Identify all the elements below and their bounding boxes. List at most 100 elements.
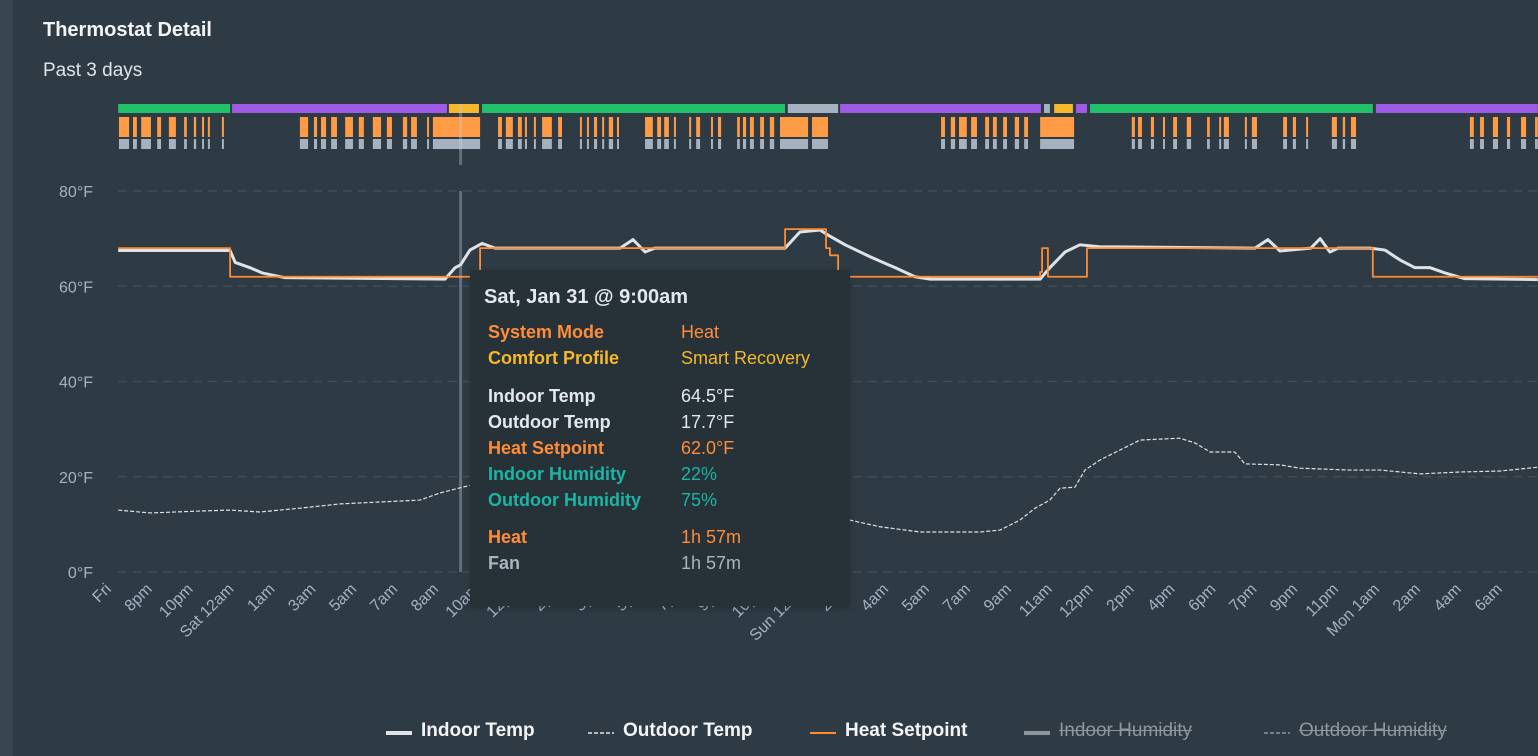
x-tick-label: 4pm [1145, 581, 1179, 615]
tooltip-label: Outdoor Humidity [488, 490, 641, 510]
fan-runtime-bar [1492, 139, 1498, 149]
fan-runtime-bar [950, 139, 956, 149]
tooltip-value: 1h 57m [681, 527, 742, 547]
series-line-outdoor-temp [118, 437, 1538, 533]
x-tick-label: 9pm [1267, 581, 1301, 615]
tooltip-label: Fan [488, 553, 521, 573]
fan-runtime-bar [941, 139, 945, 149]
fan-runtime-bar [558, 139, 562, 149]
x-tick-label: 8pm [122, 581, 156, 615]
heat-runtime-bar [533, 117, 536, 137]
heat-runtime-bar [1342, 117, 1346, 137]
fan-runtime-bar [1024, 139, 1029, 149]
heat-runtime-bar [1131, 117, 1135, 137]
tooltip-label: Comfort Profile [488, 348, 620, 368]
fan-runtime-bar [141, 139, 151, 149]
heat-runtime-bar [780, 117, 809, 137]
legend-label: Outdoor Temp [623, 720, 753, 741]
fan-runtime-bar [1521, 139, 1527, 149]
fan-runtime-bar [657, 139, 662, 149]
heat-runtime-bar [193, 117, 197, 137]
legend-item-outdoor-humidity[interactable]: Outdoor Humidity [1264, 720, 1447, 742]
heat-runtime-bar [1162, 117, 1165, 137]
fan-runtime-bar [207, 139, 210, 149]
fan-runtime-bar [689, 139, 692, 149]
heat-runtime-bar [673, 117, 676, 137]
tooltip-value: 62.0°F [681, 438, 735, 458]
fan-runtime-bar [505, 139, 513, 149]
tooltip-value: 1h 57m [681, 553, 742, 573]
heat-runtime-bar [769, 117, 775, 137]
legend-label: Heat Setpoint [845, 720, 968, 741]
heat-runtime-bar [586, 117, 589, 137]
heat-runtime-bar [542, 117, 552, 137]
heat-runtime-bar [505, 117, 513, 137]
heat-runtime-bar [950, 117, 956, 137]
y-tick-label: 0°F [68, 565, 93, 582]
tooltip-value: 17.7°F [681, 412, 735, 432]
fan-runtime-bar [780, 139, 809, 149]
heat-runtime-bar [207, 117, 210, 137]
fan-runtime-bar [992, 139, 997, 149]
heat-runtime-bar [579, 117, 582, 137]
heat-runtime-bar [1003, 117, 1007, 137]
fan-runtime-bar [1244, 139, 1247, 149]
y-tick-label: 80°F [59, 184, 93, 201]
fan-runtime-bar [320, 139, 327, 149]
heat-runtime-bar [1014, 117, 1020, 137]
fan-runtime-bar [811, 139, 828, 149]
fan-runtime-bar [1040, 139, 1075, 149]
fan-runtime-bar [1207, 139, 1210, 149]
heat-runtime-bar [331, 117, 337, 137]
heat-runtime-bar [386, 117, 392, 137]
fan-runtime-bar [221, 139, 224, 149]
fan-runtime-bar [1014, 139, 1020, 149]
heat-runtime-bar [168, 117, 176, 137]
comfort-profile-timeline [118, 104, 1538, 113]
fan-runtime-bar [299, 139, 309, 149]
heat-runtime-bar [593, 117, 598, 137]
heat-runtime-bar [202, 117, 205, 137]
heat-runtime-bar [1040, 117, 1075, 137]
fan-runtime-bar [742, 139, 747, 149]
fan-runtime-bar [168, 139, 176, 149]
comfort-profile-segment [1044, 104, 1050, 113]
fan-runtime-bar [985, 139, 990, 149]
tooltip-label: Indoor Humidity [488, 464, 626, 484]
fan-runtime-bar [345, 139, 353, 149]
fan-runtime-bar [1292, 139, 1296, 149]
heat-runtime-bar [1535, 117, 1538, 137]
tooltip-title: Sat, Jan 31 @ 9:00am [484, 286, 689, 308]
fan-runtime-bar [971, 139, 977, 149]
heat-runtime-bar [1492, 117, 1498, 137]
page-title: Thermostat Detail [43, 19, 212, 41]
x-tick-label: 11am [1016, 581, 1055, 620]
legend-item-outdoor-temp[interactable]: Outdoor Temp [588, 720, 752, 742]
fan-runtime-bar [710, 139, 713, 149]
legend-item-heat-setpoint[interactable]: Heat Setpoint [810, 720, 967, 742]
fan-runtime-bar [760, 139, 765, 149]
fan-runtime-bar [533, 139, 536, 149]
legend-item-indoor-humidity[interactable]: Indoor Humidity [1024, 720, 1192, 742]
legend-item-indoor-temp[interactable]: Indoor Temp [386, 720, 535, 742]
left-panel-edge [0, 0, 13, 756]
y-tick-label: 40°F [59, 375, 93, 392]
heat-runtime-bar [971, 117, 977, 137]
fan-runtime-bar [498, 139, 502, 149]
fan-runtime-bar [586, 139, 589, 149]
fan-runtime-bar [696, 139, 701, 149]
x-tick-label: 4am [858, 581, 892, 615]
y-tick-label: 60°F [59, 279, 93, 296]
comfort-profile-segment [1076, 104, 1087, 113]
heat-runtime-bar [1244, 117, 1247, 137]
fan-runtime-bar [1162, 139, 1165, 149]
chart-legend: Indoor Temp Outdoor Temp Heat Setpoint Indo… [0, 720, 1538, 746]
heat-runtime-bar [959, 117, 967, 137]
comfort-profile-segment [232, 104, 447, 113]
x-tick-label: 7pm [1226, 581, 1260, 615]
heat-runtime-bar [645, 117, 653, 137]
heat-runtime-bar [558, 117, 562, 137]
fan-runtime-bar [602, 139, 605, 149]
fan-runtime-bar [193, 139, 197, 149]
heat-runtime-bar [602, 117, 605, 137]
